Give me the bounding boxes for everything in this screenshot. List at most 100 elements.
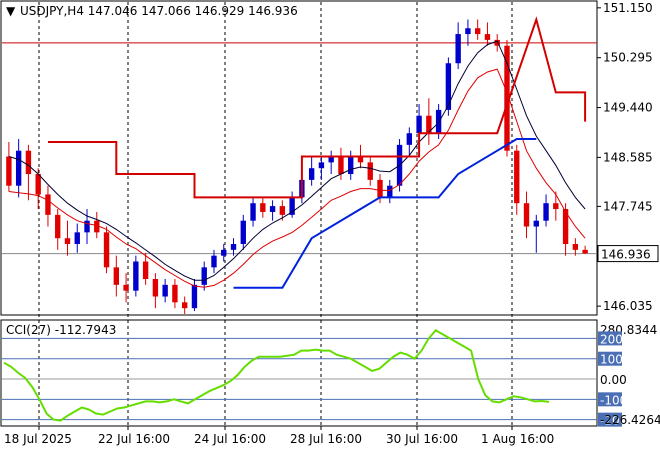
- cci-pane: [0, 319, 598, 427]
- candle-1: [15, 139, 22, 198]
- candle-24: [240, 214, 246, 250]
- candle-body-41: [406, 133, 413, 145]
- candle-body-59: [582, 249, 588, 254]
- candle-body-31: [308, 168, 315, 180]
- candle-body-20: [201, 267, 207, 285]
- candle-43: [426, 98, 432, 145]
- candle-body-29: [289, 197, 295, 215]
- candle-58: [572, 238, 579, 256]
- candle-3: [35, 168, 41, 210]
- price-axis: 151.150 150.295 149.440 148.585 147.745 146.0…: [597, 1, 653, 313]
- candle-body-5: [55, 214, 61, 239]
- candle-body-7: [74, 232, 80, 245]
- candle-body-39: [387, 185, 393, 198]
- candle-body-51: [504, 45, 510, 151]
- candle-body-27: [269, 206, 276, 212]
- candle-body-23: [230, 244, 237, 250]
- candle-6: [64, 220, 71, 256]
- candle-48: [474, 19, 481, 40]
- candle-45: [445, 57, 452, 116]
- time-label-2: 24 Jul 16:00: [194, 432, 266, 446]
- candle-body-6: [64, 238, 71, 245]
- candle-body-21: [211, 255, 217, 268]
- candle-29: [289, 191, 295, 218]
- candle-13: [133, 255, 139, 297]
- candle-2: [25, 144, 32, 201]
- candle-body-19: [191, 284, 198, 309]
- cci-level-label-3: -100: [600, 393, 627, 407]
- price-pane: [0, 0, 598, 316]
- candle-11: [113, 255, 120, 297]
- candle-body-48: [474, 28, 481, 35]
- candle-56: [553, 191, 559, 221]
- candle-body-11: [113, 267, 120, 285]
- candle-body-50: [494, 39, 500, 46]
- ma-fast-line: [8, 68, 586, 288]
- candle-52: [514, 144, 520, 215]
- candle-body-57: [562, 209, 569, 245]
- candle-27: [269, 200, 276, 221]
- candle-body-36: [357, 156, 364, 163]
- candle-body-24: [240, 220, 246, 245]
- candle-47: [465, 19, 471, 46]
- time-label-1: 22 Jul 16:00: [98, 432, 170, 446]
- resistance-step-line: [48, 16, 587, 199]
- candle-body-12: [123, 284, 129, 291]
- cci-level-tags: 200 100 0.00 -100 -200: [598, 331, 627, 428]
- price-label-6: 146.035: [603, 299, 653, 313]
- candle-7: [74, 223, 80, 253]
- candle-body-4: [45, 194, 51, 215]
- time-label-5: 1 Aug 16:00: [481, 432, 554, 446]
- candle-20: [201, 261, 207, 291]
- candle-body-3: [35, 174, 41, 195]
- candle-body-8: [84, 220, 90, 233]
- cci-level-tag-4: [598, 412, 622, 427]
- candle-body-44: [435, 109, 442, 134]
- time-label-4: 30 Jul 16:00: [386, 432, 458, 446]
- support-step-line: [233, 138, 537, 289]
- candle-54: [533, 214, 539, 253]
- candle-body-32: [318, 162, 325, 169]
- candle-39: [387, 179, 393, 204]
- candle-55: [543, 194, 549, 227]
- candle-body-1: [15, 150, 22, 186]
- candle-body-38: [377, 179, 383, 198]
- candle-31: [308, 156, 315, 186]
- candle-23: [230, 238, 237, 256]
- cci-level-tag-0: [598, 331, 622, 346]
- ma-slow-line: [8, 40, 586, 281]
- candle-body-17: [172, 284, 178, 303]
- cci-level-label-0: 200: [600, 332, 623, 346]
- symbol-triangle-icon: ▼: [6, 4, 16, 18]
- candle-33: [328, 150, 334, 175]
- cci-level-label-2: 0.00: [600, 373, 627, 387]
- cci-level-label-1: 100: [600, 353, 623, 367]
- candle-body-35: [348, 156, 354, 175]
- candle-41: [406, 127, 413, 157]
- candle-body-54: [533, 220, 539, 227]
- candle-body-43: [426, 115, 432, 134]
- candle-5: [55, 209, 61, 250]
- candle-26: [260, 197, 266, 218]
- candle-body-45: [445, 63, 452, 110]
- candle-body-18: [181, 302, 188, 309]
- candle-10: [103, 226, 110, 274]
- candle-body-49: [484, 34, 491, 40]
- candle-body-28: [279, 206, 286, 215]
- price-label-2: 149.440: [603, 101, 653, 115]
- candle-12: [123, 273, 129, 303]
- candle-body-16: [162, 284, 168, 297]
- current-price-tag: 146.936: [597, 245, 659, 263]
- candle-50: [494, 34, 500, 52]
- time-label-0: 18 Jul 2025: [4, 432, 72, 446]
- candle-body-42: [416, 115, 422, 134]
- candle-37: [367, 156, 373, 186]
- candle-body-55: [543, 203, 549, 221]
- candle-49: [484, 22, 491, 46]
- candle-14: [142, 252, 149, 285]
- cci-level-label-4: -200: [600, 414, 627, 428]
- candle-body-10: [103, 232, 110, 268]
- candle-0: [6, 141, 12, 192]
- cci-scale-min: -226.4264: [600, 413, 660, 427]
